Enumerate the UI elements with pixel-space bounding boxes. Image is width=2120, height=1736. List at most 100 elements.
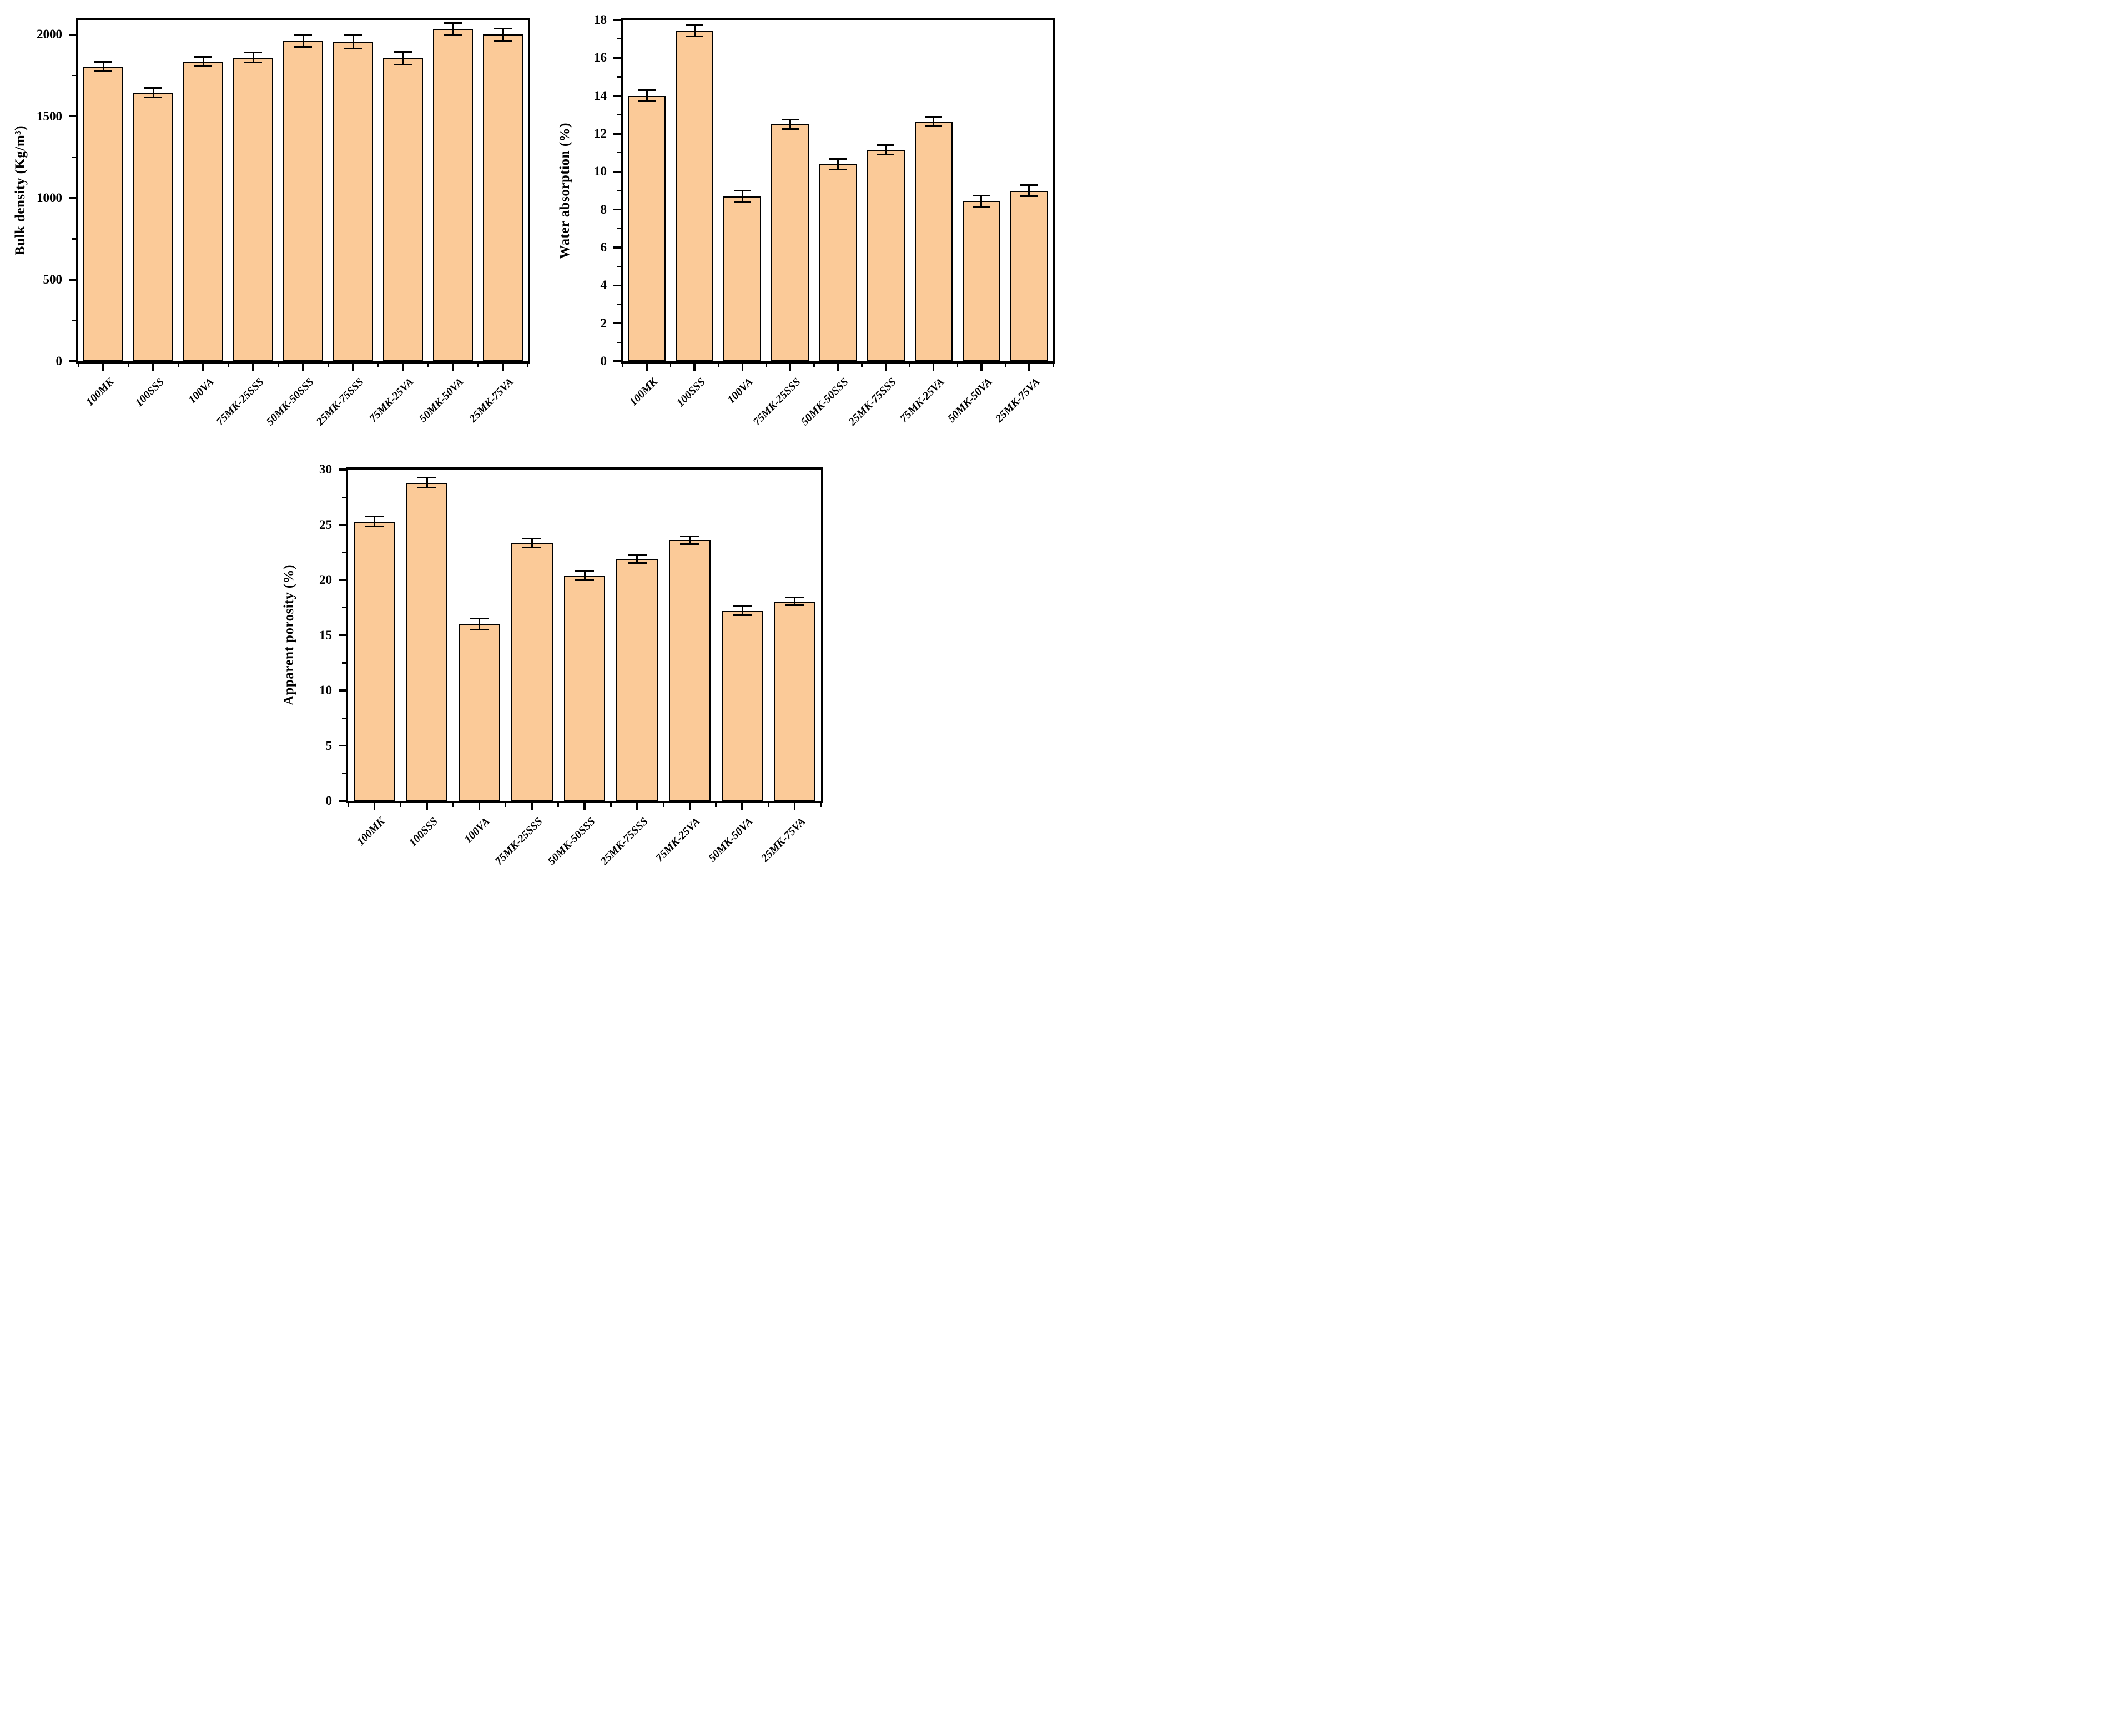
y-minor-tick: [342, 607, 346, 608]
chart-apparent-porosity: Apparent porosity (%) 0 5 10 15 20 25 30 100MK 10…: [0, 0, 1060, 868]
x-minor-tick: [610, 803, 612, 807]
x-minor-tick: [347, 803, 349, 807]
x-major-tick: [252, 364, 254, 371]
error-bar-line: [202, 57, 204, 67]
error-bar-cap-bottom: [877, 154, 895, 156]
y-minor-tick: [617, 76, 621, 78]
x-major-tick: [793, 803, 796, 810]
error-bar-cap-bottom: [444, 34, 462, 36]
error-bar-line: [452, 23, 454, 36]
y-major-tick: [613, 133, 621, 135]
error-bar-cap-top: [344, 34, 362, 37]
y-tick-label: 1500: [37, 109, 62, 123]
x-major-tick: [302, 364, 304, 371]
x-minor-tick: [477, 364, 479, 367]
error-bar-cap-top: [785, 597, 804, 599]
x-minor-tick: [909, 364, 910, 367]
error-bar-cap-top: [194, 56, 213, 58]
error-bar-line: [789, 119, 791, 129]
error-bar-cap-top: [680, 535, 699, 537]
error-bar-cap-bottom: [829, 168, 847, 170]
y-tick-label: 10: [594, 164, 607, 179]
y-major-tick: [339, 523, 346, 526]
error-bar-line: [794, 597, 796, 605]
x-major-tick: [1028, 364, 1030, 371]
bar-75MK-25VA: [668, 540, 711, 801]
x-minor-tick: [662, 803, 664, 807]
bar-50MK-50VA: [962, 201, 1000, 361]
error-bar-line: [933, 117, 935, 127]
y-major-tick: [339, 468, 346, 471]
y-tick-label: 0: [56, 354, 63, 368]
error-bar-cap-bottom: [627, 562, 647, 564]
bar-75MK-25VA: [914, 121, 953, 361]
y-tick-label: 14: [594, 88, 607, 103]
error-bar-cap-bottom: [732, 614, 752, 617]
x-minor-tick: [813, 364, 815, 367]
error-bar-line: [646, 90, 648, 102]
error-bar-cap-bottom: [94, 70, 113, 73]
y-tick-label: 16: [594, 51, 607, 65]
error-bar-cap-top: [575, 569, 595, 572]
error-bar-cap-top: [494, 27, 512, 29]
error-bar-cap-bottom: [925, 125, 943, 127]
error-bar-cap-top: [781, 118, 799, 120]
error-bar-line: [885, 145, 887, 155]
error-bar-cap-bottom: [522, 546, 542, 548]
x-category-label: 25MK-75VA: [758, 815, 808, 865]
x-major-tick: [202, 364, 204, 371]
y-minor-tick: [617, 265, 621, 268]
x-major-tick: [741, 364, 744, 371]
bar-100VA: [723, 196, 762, 361]
y-tick-label: 15: [319, 628, 332, 642]
y-tick-label: 25: [319, 517, 332, 532]
x-minor-tick: [669, 364, 672, 367]
bar-25MK-75VA: [1010, 190, 1048, 361]
error-bar-cap-bottom: [680, 543, 699, 545]
x-major-tick: [583, 803, 586, 810]
error-bar-cap-top: [877, 144, 895, 146]
x-minor-tick: [377, 364, 379, 367]
error-bar-cap-top: [144, 87, 163, 89]
error-bar-line: [980, 195, 983, 207]
error-bar-line: [302, 35, 304, 47]
y-minor-tick: [342, 773, 346, 774]
x-minor-tick: [327, 364, 329, 367]
bar-25MK-75SSS: [333, 42, 373, 361]
error-bar-cap-bottom: [575, 579, 595, 582]
error-bar-line: [102, 62, 104, 72]
error-bar-cap-bottom: [394, 64, 412, 66]
error-bar-line: [583, 571, 586, 581]
x-category-label: 75MK-25SSS: [492, 815, 545, 868]
y-major-tick: [69, 115, 76, 118]
x-minor-tick: [715, 803, 717, 807]
error-bar-line: [402, 52, 404, 65]
y-major-tick: [339, 634, 346, 637]
y-tick-label: 20: [319, 573, 332, 587]
error-bar-cap-bottom: [1020, 195, 1038, 197]
error-bar-line: [352, 35, 354, 49]
y-tick-label: 4: [600, 278, 607, 292]
error-bar-cap-top: [244, 52, 263, 54]
x-minor-tick: [820, 803, 822, 807]
error-bar-line: [479, 618, 481, 630]
y-tick-label: 8: [600, 202, 607, 216]
error-bar-cap-top: [394, 51, 412, 53]
x-minor-tick: [227, 364, 229, 367]
error-bar-cap-top: [444, 22, 462, 24]
error-bar-cap-bottom: [638, 100, 656, 103]
error-bar-line: [1028, 185, 1030, 196]
figure: Bulk density (Kg/m³) 0 500 1000 1500 2000 100M…: [0, 0, 1060, 868]
y-minor-tick: [342, 662, 346, 664]
x-minor-tick: [1052, 364, 1054, 367]
error-bar-cap-bottom: [417, 487, 437, 489]
y-major-tick: [339, 744, 346, 747]
x-minor-tick: [768, 803, 769, 807]
x-minor-tick: [527, 364, 529, 367]
error-bar-cap-top: [686, 24, 703, 26]
y-major-tick: [613, 284, 621, 287]
x-minor-tick: [127, 364, 129, 367]
y-minor-tick: [72, 156, 76, 158]
error-bar-cap-bottom: [344, 47, 362, 49]
x-major-tick: [426, 803, 428, 810]
